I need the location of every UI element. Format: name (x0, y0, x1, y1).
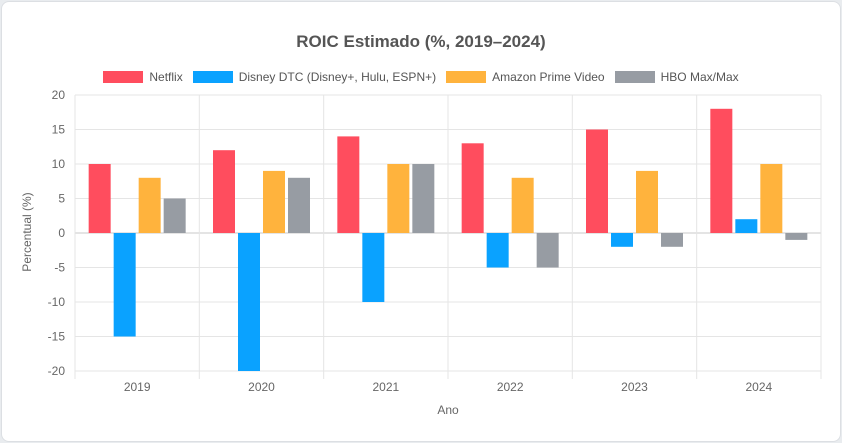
bar-2019-0 (88, 164, 111, 233)
x-tick-label: 2023 (621, 380, 648, 394)
legend-label-amazon: Amazon Prime Video (492, 70, 605, 84)
bar-2023-0 (586, 129, 608, 233)
bar-2023-2 (636, 170, 658, 233)
x-tick-label: 2021 (372, 380, 399, 394)
legend-swatch-hbo (614, 71, 655, 83)
y-tick-label: 10 (52, 157, 66, 171)
bar-2021-2 (387, 164, 410, 233)
chart-title: ROIC Estimado (%, 2019–2024) (296, 32, 546, 51)
y-tick-label: -15 (48, 330, 66, 344)
y-tick-label: 0 (58, 226, 65, 240)
x-axis-label: Ano (437, 403, 459, 417)
bar-2022-3 (536, 233, 559, 268)
legend-label-netflix: Netflix (149, 70, 183, 84)
bar-2021-0 (337, 136, 360, 233)
bar-2019-2 (138, 177, 161, 233)
y-tick-label: 5 (58, 192, 65, 206)
bar-2020-1 (238, 233, 260, 371)
bar-2023-1 (611, 233, 633, 247)
legend-item-netflix[interactable]: Netflix (103, 70, 183, 84)
bar-2022-1 (486, 233, 509, 268)
y-tick-label: -20 (48, 364, 66, 378)
bar-2024-2 (760, 164, 783, 233)
bar-2019-1 (113, 233, 136, 337)
bar-2021-3 (412, 164, 435, 233)
x-tick-label: 2022 (497, 380, 524, 394)
legend-item-hbo[interactable]: HBO Max/Max (614, 70, 739, 84)
legend-swatch-amazon (446, 71, 487, 83)
bar-2022-2 (511, 177, 534, 233)
bar-2022-0 (461, 143, 484, 233)
legend-label-hbo: HBO Max/Max (660, 70, 739, 84)
chart-legend: Netflix Disney DTC (Disney+, Hulu, ESPN+… (0, 70, 842, 84)
y-tick-label: -10 (48, 295, 66, 309)
bar-2023-3 (661, 233, 683, 247)
bar-2024-1 (735, 219, 758, 233)
legend-label-disney: Disney DTC (Disney+, Hulu, ESPN+) (238, 70, 437, 84)
y-tick-label: 20 (52, 88, 66, 102)
legend-swatch-netflix (103, 71, 144, 83)
bar-2024-3 (785, 233, 808, 240)
bar-2021-1 (362, 233, 385, 302)
bar-2020-0 (213, 150, 235, 233)
bar-2020-3 (288, 177, 310, 233)
x-tick-label: 2020 (248, 380, 275, 394)
y-tick-label: -5 (54, 261, 65, 275)
x-tick-label: 2024 (745, 380, 772, 394)
legend-item-disney[interactable]: Disney DTC (Disney+, Hulu, ESPN+) (192, 70, 437, 84)
x-tick-label: 2019 (124, 380, 151, 394)
y-tick-label: 15 (52, 123, 66, 137)
bar-2024-0 (710, 108, 733, 233)
bar-2019-3 (163, 198, 186, 233)
bar-2020-2 (263, 170, 285, 233)
legend-swatch-disney (192, 71, 233, 83)
legend-item-amazon[interactable]: Amazon Prime Video (446, 70, 605, 84)
